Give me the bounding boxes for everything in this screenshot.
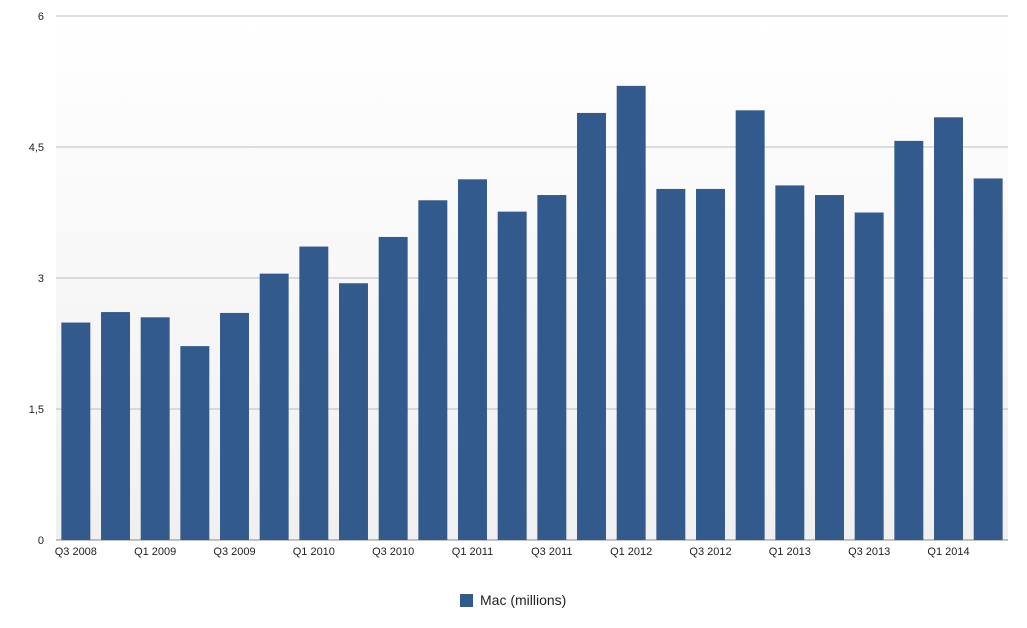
y-tick-label: 1,5 [29,404,44,416]
bar [259,273,289,540]
bar [61,322,91,540]
legend-swatch [460,593,473,607]
y-tick-label: 4,5 [29,142,44,154]
bars [61,85,1003,541]
legend-label: Mac (millions) [480,592,567,608]
x-tick-label: Q3 2011 [531,546,572,558]
bar [101,312,130,540]
bar [497,211,527,541]
x-tick-label: Q1 2013 [769,546,811,558]
bar [418,200,448,541]
x-axis-ticks: Q3 2008 Q1 2009 Q3 2009 Q1 2010 Q3 2010 Q1 20… [55,546,970,558]
bar [458,179,487,540]
x-tick-label: Q1 2010 [293,546,335,558]
y-tick-label: 6 [38,11,44,23]
x-tick-label: Q3 2010 [372,546,414,558]
gridlines [56,15,1008,541]
x-tick-label: Q1 2012 [610,546,652,558]
x-tick-label: Q3 2008 [55,546,97,558]
x-tick-label: Q1 2014 [927,546,969,558]
x-tick-label: Q3 2012 [689,546,731,558]
bar [696,188,725,541]
bar [973,178,1003,540]
bar [894,140,924,541]
x-tick-label: Q3 2013 [848,546,890,558]
bar [180,346,210,540]
bar [299,246,329,540]
bar [815,195,844,541]
bar [537,195,567,541]
y-axis-ticks: 0 1,5 3 4,5 6 [29,11,44,547]
bar [934,117,963,540]
bar [140,317,170,540]
bar [656,188,686,541]
bar [577,112,606,540]
y-tick-label: 0 [38,535,44,547]
bar [378,236,408,540]
bar [735,110,765,540]
bar [616,85,646,540]
bar [220,312,249,540]
bar [339,283,368,540]
bar [854,212,884,540]
y-tick-label: 3 [38,273,44,285]
x-tick-label: Q1 2009 [134,546,176,558]
legend: Mac (millions) [460,592,566,608]
bar [775,185,805,540]
x-tick-label: Q3 2009 [213,546,255,558]
x-tick-label: Q1 2011 [452,546,493,558]
